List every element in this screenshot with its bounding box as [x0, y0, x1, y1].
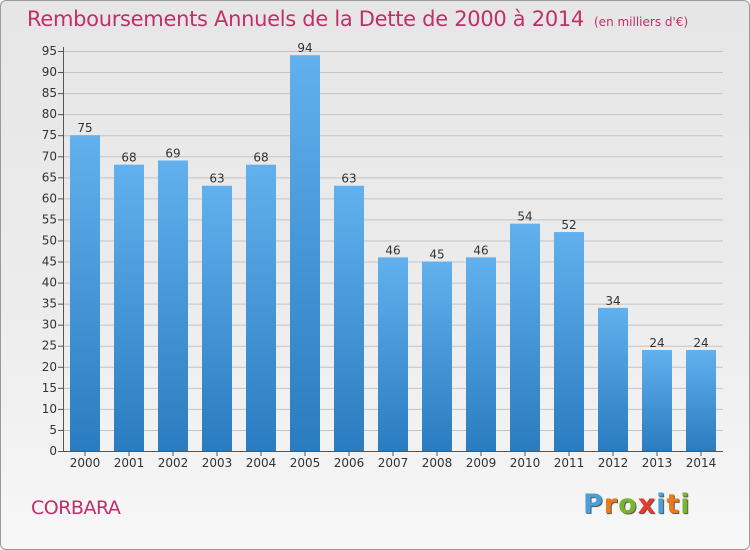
proxiti-logo: Proxiti: [583, 489, 691, 520]
y-tick-label: 45: [42, 255, 57, 269]
bar: [334, 185, 364, 451]
chart-subtitle: (en milliers d'€): [594, 15, 689, 29]
data-label: 75: [77, 121, 92, 135]
bar: [158, 160, 188, 451]
logo-letter: o: [618, 489, 638, 520]
bar: [246, 164, 276, 451]
axes: [63, 47, 723, 452]
chart-title: Remboursements Annuels de la Dette de 20…: [27, 7, 584, 31]
chart-header: Remboursements Annuels de la Dette de 20…: [27, 7, 688, 31]
logo-letter: r: [603, 489, 619, 520]
x-tick-label: 2006: [334, 456, 365, 470]
bar: [554, 232, 584, 451]
bar: [70, 135, 100, 452]
logo-letter: i: [656, 489, 667, 520]
y-tick-label: 0: [49, 444, 57, 458]
x-tick-label: 2011: [554, 456, 585, 470]
x-tick-label: 2014: [686, 456, 717, 470]
data-label: 69: [165, 146, 180, 160]
data-label: 34: [605, 294, 620, 308]
y-tick-label: 55: [42, 212, 57, 226]
data-label: 68: [121, 151, 136, 165]
y-tick-label: 25: [42, 339, 57, 353]
data-label: 68: [253, 151, 268, 165]
x-tick-label: 2000: [70, 456, 101, 470]
y-tick-label: 40: [42, 276, 57, 290]
y-tick-label: 35: [42, 297, 57, 311]
bar: [510, 223, 540, 451]
x-tick-label: 2010: [510, 456, 541, 470]
data-labels: 75 68 69 63 68 94 63 46 45 46 54 52 34 24 24: [77, 41, 708, 350]
bars: [70, 55, 716, 452]
x-axis-ticks: 2000 2001 2002 2003 2004 2005 2006 2007 2008 2009…: [70, 451, 717, 470]
data-label: 46: [473, 243, 488, 257]
x-tick-label: 2008: [422, 456, 453, 470]
data-label: 24: [693, 336, 708, 350]
bar: [290, 55, 320, 452]
data-label: 52: [561, 218, 576, 232]
logo-letter: t: [666, 489, 681, 520]
y-tick-label: 15: [42, 381, 57, 395]
bar: [422, 261, 452, 451]
data-label: 63: [209, 172, 224, 186]
data-label: 45: [429, 248, 444, 262]
x-tick-label: 2003: [202, 456, 233, 470]
y-tick-label: 85: [42, 86, 57, 100]
y-tick-label: 75: [42, 128, 57, 142]
data-label: 54: [517, 210, 532, 224]
y-tick-label: 65: [42, 170, 57, 184]
bar: [598, 307, 628, 451]
x-tick-label: 2009: [466, 456, 497, 470]
x-tick-label: 2004: [246, 456, 277, 470]
y-tick-label: 5: [49, 423, 57, 437]
y-tick-label: 80: [42, 107, 57, 121]
y-tick-label: 50: [42, 233, 57, 247]
data-label: 94: [297, 41, 312, 55]
x-tick-label: 2005: [290, 456, 321, 470]
x-tick-label: 2013: [642, 456, 673, 470]
y-tick-label: 60: [42, 191, 57, 205]
y-axis-ticks: 0 5 10 15 20 25 30 35 40 45 50 55 60 65 70 75 80 85 90 95: [42, 44, 63, 458]
x-tick-label: 2001: [114, 456, 145, 470]
bar: [378, 257, 408, 451]
data-label: 63: [341, 172, 356, 186]
bar: [642, 349, 672, 451]
logo-letter: P: [583, 489, 604, 520]
data-label: 46: [385, 243, 400, 257]
y-tick-label: 30: [42, 318, 57, 332]
logo-letter: x: [637, 489, 657, 520]
logo-letter: i: [680, 489, 691, 520]
bar: [202, 185, 232, 451]
bar: [686, 349, 716, 451]
y-tick-label: 95: [42, 44, 57, 58]
y-tick-label: 70: [42, 149, 57, 163]
commune-name: CORBARA: [31, 497, 121, 519]
y-tick-label: 20: [42, 360, 57, 374]
bar: [466, 257, 496, 451]
bar: [114, 164, 144, 451]
y-tick-label: 10: [42, 402, 57, 416]
x-tick-label: 2002: [158, 456, 189, 470]
y-tick-label: 90: [42, 65, 57, 79]
x-tick-label: 2007: [378, 456, 409, 470]
x-tick-label: 2012: [598, 456, 629, 470]
data-label: 24: [649, 336, 664, 350]
